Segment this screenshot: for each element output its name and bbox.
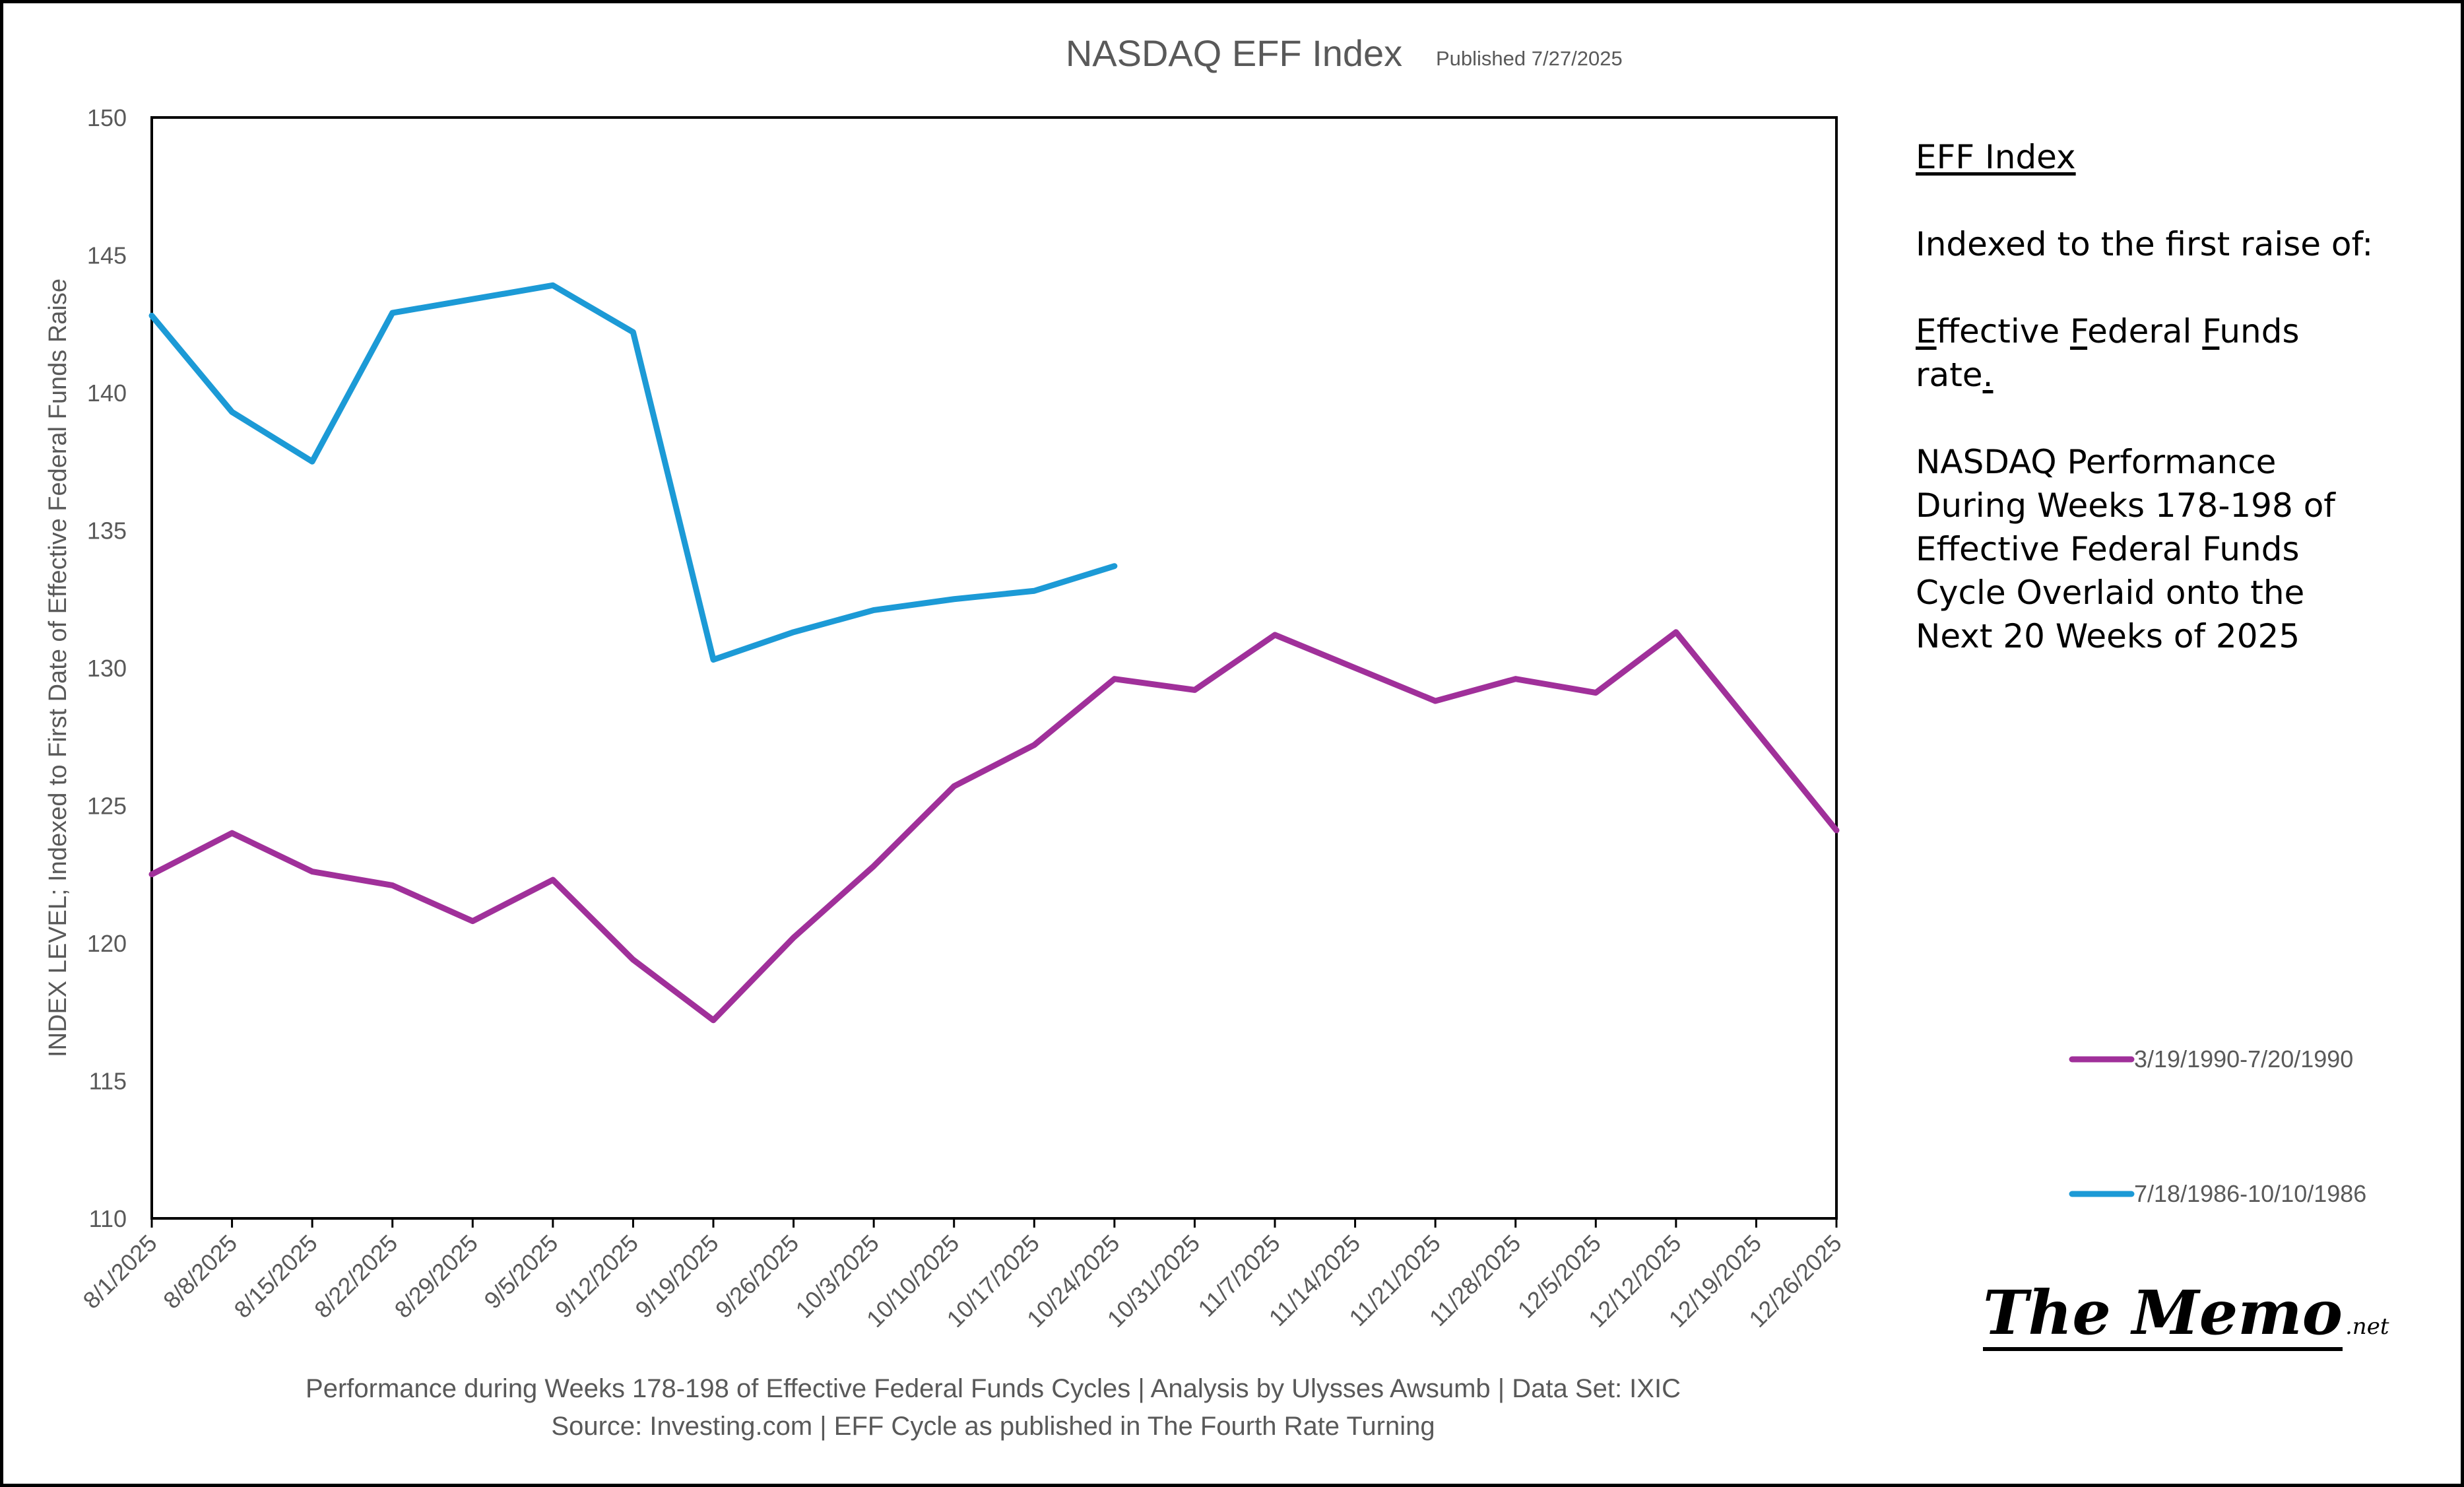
x-tick-label: 9/26/2025 (710, 1230, 804, 1323)
data-point (1354, 667, 1356, 669)
data-point (391, 312, 393, 314)
side-panel: EFF Index Indexed to the first raise of:… (1916, 135, 2378, 658)
data-point (472, 298, 474, 300)
footer-line-1: Performance during Weeks 178-198 of Effe… (306, 1374, 1681, 1403)
x-tick-label: 8/15/2025 (229, 1230, 323, 1323)
data-point (953, 785, 955, 787)
legend-label-series-1990: 3/19/1990-7/20/1990 (2134, 1045, 2353, 1073)
x-tick-label: 8/1/2025 (78, 1230, 162, 1314)
series-lines (148, 282, 1840, 1024)
data-point (311, 461, 313, 463)
data-point (1435, 700, 1437, 702)
data-point (873, 865, 875, 867)
data-point (713, 1019, 714, 1021)
data-point (311, 871, 313, 873)
data-point (231, 411, 233, 413)
series-line-1986 (148, 282, 1118, 663)
data-point (1033, 744, 1035, 746)
side-panel-desc-line: Effective Federal Funds (1916, 530, 2300, 568)
data-point (1755, 730, 1757, 732)
series-line-1990 (148, 629, 1840, 1024)
data-point (632, 959, 634, 961)
data-point (391, 884, 393, 886)
data-point (1675, 631, 1677, 633)
legend: 3/19/1990-7/20/1990 7/18/1986-10/10/1986 (2069, 1045, 2366, 1207)
data-point (1113, 565, 1115, 567)
data-point (231, 832, 233, 834)
y-tick-label: 150 (87, 104, 127, 131)
data-point (873, 609, 875, 611)
data-point (1113, 678, 1115, 680)
side-panel-desc-line: Next 20 Weeks of 2025 (1916, 617, 2300, 655)
data-point (793, 631, 794, 633)
data-point (552, 879, 554, 881)
data-point (632, 331, 634, 333)
side-panel-desc-line: Cycle Overlaid onto the (1916, 574, 2305, 612)
published-date: Published 7/27/2025 (1436, 47, 1623, 70)
x-tick-label: 9/19/2025 (630, 1230, 723, 1323)
x-tick-label: 8/8/2025 (158, 1230, 242, 1314)
y-axis-title: INDEX LEVEL; Indexed to First Date of Ef… (44, 279, 72, 1057)
y-tick-label: 115 (89, 1068, 127, 1095)
data-point (1595, 692, 1597, 694)
footer-line-2: Source: Investing.com | EFF Cycle as pub… (551, 1412, 1435, 1441)
y-tick-label: 125 (87, 793, 127, 820)
data-point (151, 315, 152, 317)
x-tick-label: 9/5/2025 (478, 1230, 563, 1314)
x-tick-label: 9/12/2025 (550, 1230, 643, 1323)
data-point (793, 937, 794, 939)
legend-label-series-1986: 7/18/1986-10/10/1986 (2134, 1180, 2366, 1207)
y-tick-label: 110 (89, 1205, 127, 1232)
data-point (1514, 678, 1516, 680)
x-axis-ticks: 8/1/20258/8/20258/15/20258/22/20258/29/2… (78, 1218, 1847, 1333)
data-point (151, 873, 152, 875)
data-point (1274, 634, 1276, 636)
x-tick-label: 8/29/2025 (389, 1230, 483, 1323)
side-panel-rate-line-2: rate. (1916, 356, 1994, 394)
chart-title: NASDAQ EFF Index (1066, 32, 1402, 74)
side-panel-desc-line: During Weeks 178-198 of (1916, 486, 2335, 525)
plot-area-border (150, 116, 1838, 1220)
data-point (472, 920, 474, 922)
side-panel-rate-line-1: Effective Federal Funds (1916, 312, 2300, 350)
side-panel-desc-line: NASDAQ Performance (1916, 443, 2277, 481)
data-point (552, 284, 554, 286)
y-axis-ticks: 110 115 120 125 130 135 140 145 150 (87, 104, 127, 1232)
y-tick-label: 130 (87, 655, 127, 682)
data-point (1194, 689, 1196, 691)
brand-suffix: .net (2345, 1313, 2389, 1340)
data-point (713, 659, 714, 661)
x-tick-label: 8/22/2025 (309, 1230, 403, 1323)
side-panel-intro: Indexed to the first raise of: (1916, 225, 2374, 263)
data-point (1836, 830, 1837, 832)
y-tick-label: 145 (87, 242, 127, 269)
data-point (953, 598, 955, 600)
side-panel-heading: EFF Index (1916, 138, 2076, 176)
brand-name: The Memo (1983, 1278, 2343, 1351)
y-tick-label: 140 (87, 380, 127, 407)
y-tick-label: 120 (87, 930, 127, 957)
data-point (1033, 590, 1035, 592)
y-tick-label: 135 (87, 517, 127, 545)
brand-logo: The Memo .net (1983, 1277, 2389, 1351)
